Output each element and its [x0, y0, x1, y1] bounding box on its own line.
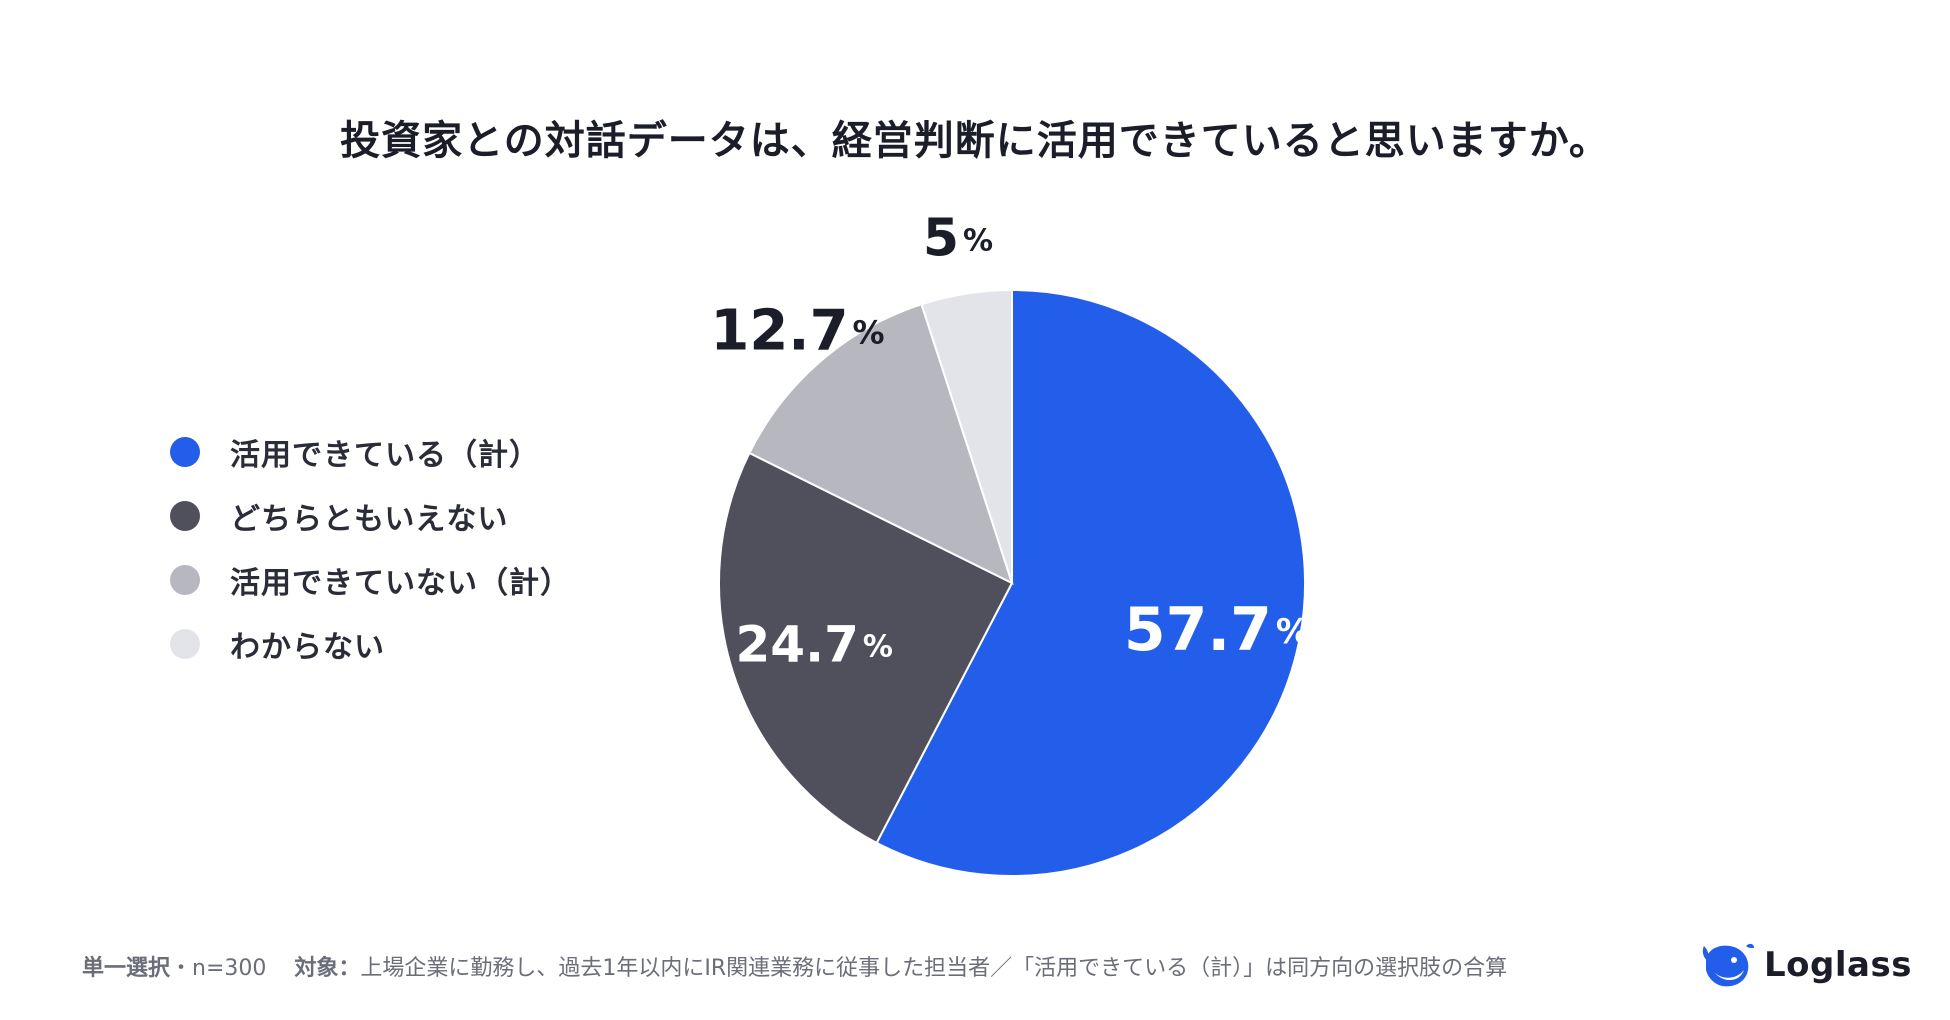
slice-value-label: 24.7% — [736, 615, 893, 673]
brand-logo: Loglass — [1700, 940, 1912, 990]
slice-value-label: 57.7% — [1124, 595, 1310, 665]
logo-text: Loglass — [1764, 945, 1912, 985]
legend-swatch — [170, 501, 200, 531]
legend-item: 活用できていない（計） — [170, 548, 571, 612]
footnote-sample: ・n=300 — [170, 956, 267, 981]
pie-slice — [718, 451, 1014, 845]
whale-icon — [1702, 943, 1754, 987]
slice-value-label: 5% — [923, 209, 993, 269]
footnote-method: 単一選択 — [82, 956, 171, 981]
legend-item: わからない — [170, 612, 571, 676]
legend: 活用できている（計） どちらともいえない 活用できていない（計） わからない — [170, 420, 571, 676]
chart-title: 投資家との対話データは、経営判断に活用できていると思いますか。 — [340, 118, 1610, 164]
legend-item: 活用できている（計） — [170, 420, 571, 484]
legend-item: どちらともいえない — [170, 484, 571, 548]
slice-value-label: 12.7% — [710, 299, 884, 364]
pie-slice — [875, 288, 1306, 877]
legend-label: どちらともいえない — [230, 502, 509, 537]
footnote-target-text: 上場企業に勤務し、過去1年以内にIR関連業務に従事した担当者／「活用できている（… — [360, 956, 1508, 981]
legend-label: わからない — [230, 630, 385, 665]
legend-label: 活用できていない（計） — [230, 566, 571, 601]
legend-label: 活用できている（計） — [230, 438, 540, 473]
footnote: 単一選択・n=300 対象：上場企業に勤務し、過去1年以内にIR関連業務に従事し… — [82, 950, 1507, 982]
legend-swatch — [170, 629, 200, 659]
footnote-target-label: 対象： — [294, 956, 361, 981]
legend-swatch — [170, 437, 200, 467]
legend-swatch — [170, 565, 200, 595]
pie-slice — [920, 288, 1013, 584]
pie-slice — [748, 303, 1014, 585]
